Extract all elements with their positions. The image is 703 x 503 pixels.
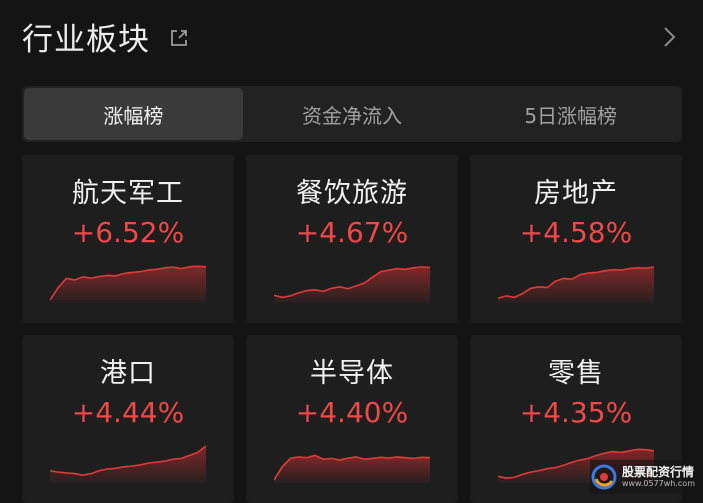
sector-name: 零售 xyxy=(548,358,604,389)
sparkline-area xyxy=(50,445,206,483)
sector-change: +4.67% xyxy=(295,216,409,249)
sector-card[interactable]: 半导体 +4.40% xyxy=(246,335,458,503)
sector-card[interactable]: 餐饮旅游 +4.67% xyxy=(246,155,458,323)
sector-name: 餐饮旅游 xyxy=(296,178,408,209)
sparkline-line xyxy=(50,445,206,477)
watermark: 股票配资行情 www.0577wh.com xyxy=(589,460,695,494)
sparkline-area xyxy=(274,455,430,483)
sector-change: +6.52% xyxy=(71,216,185,249)
sector-card[interactable]: 零售 +4.35% xyxy=(470,335,682,503)
page-title: 行业板块 xyxy=(22,21,150,58)
sector-card[interactable]: 房地产 +4.58% xyxy=(470,155,682,323)
sector-card[interactable]: 航天军工 +6.52% xyxy=(22,155,234,323)
sector-sparkline xyxy=(50,265,206,303)
sector-change: +4.44% xyxy=(71,396,185,429)
chevron-right-icon[interactable] xyxy=(659,24,679,50)
sector-change: +4.35% xyxy=(519,396,633,429)
sector-sparkline xyxy=(274,454,430,483)
sparkline-line xyxy=(498,266,654,299)
section-header: 行业板块 xyxy=(22,14,679,58)
sector-name: 半导体 xyxy=(310,358,394,389)
tab-5day-gainers[interactable]: 5日涨幅榜 xyxy=(524,103,618,128)
sector-name: 航天军工 xyxy=(72,178,184,209)
watermark-logo-icon xyxy=(590,463,618,491)
sector-card[interactable]: 港口 +4.44% xyxy=(22,335,234,503)
sector-sparkline xyxy=(498,266,654,303)
tab-net-inflow[interactable]: 资金净流入 xyxy=(302,103,402,128)
sector-grid: 航天军工 +6.52% 餐饮旅游 +4.67% 房地产 +4.58% 港口 +4… xyxy=(22,155,682,503)
sector-sparkline xyxy=(50,445,206,483)
sector-name: 房地产 xyxy=(534,178,618,209)
sparkline-area xyxy=(498,267,654,303)
sector-sparkline xyxy=(274,266,430,303)
ranking-tabs: 涨幅榜 资金净流入 5日涨幅榜 xyxy=(22,86,682,142)
sector-change: +4.40% xyxy=(295,396,409,429)
sparkline-line xyxy=(274,266,430,299)
watermark-url: www.0577wh.com xyxy=(621,479,695,488)
sector-name: 港口 xyxy=(100,358,156,389)
sparkline-line xyxy=(50,265,206,301)
watermark-text: 股票配资行情 xyxy=(621,465,694,479)
tab-gainers[interactable]: 涨幅榜 xyxy=(24,88,243,140)
sparkline-line xyxy=(498,448,654,480)
sector-change: +4.58% xyxy=(519,216,633,249)
sparkline-area xyxy=(274,267,430,303)
sparkline-line xyxy=(274,454,430,481)
sparkline-area xyxy=(50,266,206,303)
share-icon[interactable] xyxy=(168,27,190,49)
